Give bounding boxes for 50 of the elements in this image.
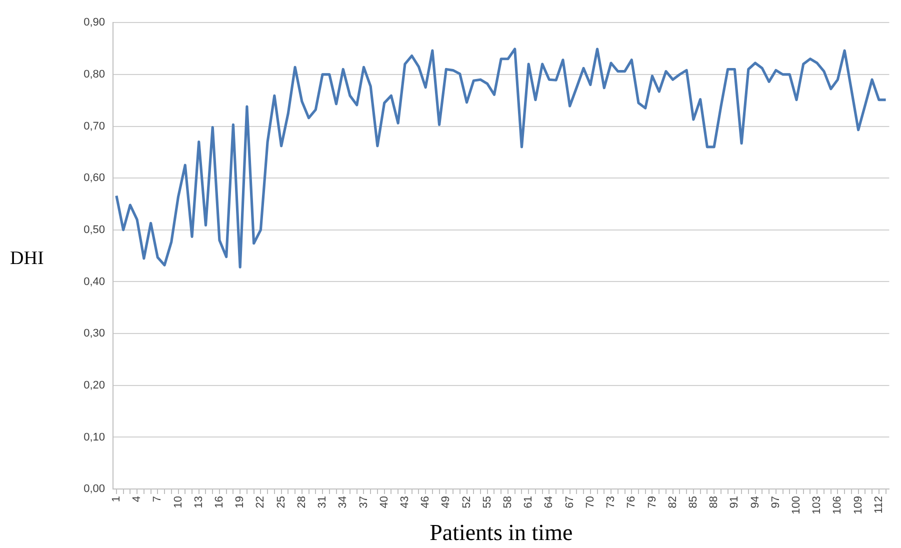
x-tick-label: 13 xyxy=(192,496,205,508)
x-tick-label: 109 xyxy=(852,496,864,514)
y-tick-label: 0,20 xyxy=(84,379,105,392)
x-tick-label: 94 xyxy=(749,496,762,508)
x-tick-label: 1 xyxy=(110,496,122,502)
x-tick-label: 103 xyxy=(811,496,824,514)
y-tick-label: 0,90 xyxy=(84,16,105,29)
x-tick-label: 34 xyxy=(337,496,350,508)
x-tick-label: 40 xyxy=(378,496,390,508)
x-tick-label: 49 xyxy=(440,496,452,508)
x-tick-label: 58 xyxy=(502,496,514,508)
x-tick-label: 64 xyxy=(543,496,556,508)
y-tick-label: 0,10 xyxy=(84,431,105,444)
x-tick-label: 79 xyxy=(646,496,658,508)
x-tick-label: 52 xyxy=(460,496,473,508)
x-tick-label: 67 xyxy=(564,496,576,508)
x-axis-title: Patients in time xyxy=(430,520,573,546)
x-tick-label: 16 xyxy=(214,496,226,508)
y-tick-label: 0,40 xyxy=(84,276,105,288)
x-tick-label: 112 xyxy=(872,496,885,514)
x-tick-label: 7 xyxy=(152,496,164,502)
y-tick-label: 0,50 xyxy=(84,224,105,236)
x-tick-label: 76 xyxy=(626,496,638,508)
x-tick-label: 70 xyxy=(584,496,596,508)
x-tick-label: 10 xyxy=(172,496,184,508)
x-tick-label: 31 xyxy=(316,496,329,508)
x-tick-label: 46 xyxy=(420,496,432,508)
x-tick-label: 25 xyxy=(275,496,288,508)
y-tick-label: 0,80 xyxy=(84,68,105,80)
x-tick-label: 91 xyxy=(728,496,741,508)
x-tick-label: 22 xyxy=(254,496,267,508)
y-tick-label: 0,70 xyxy=(84,120,105,132)
x-tick-label: 43 xyxy=(398,496,411,508)
x-tick-label: 37 xyxy=(358,496,370,508)
x-tick-label: 73 xyxy=(605,496,618,508)
y-tick-label: 0,00 xyxy=(84,483,105,496)
x-tick-label: 61 xyxy=(522,496,535,508)
y-tick-label: 0,30 xyxy=(84,328,105,340)
x-tick-label: 106 xyxy=(832,496,844,514)
x-tick-label: 4 xyxy=(131,496,144,502)
x-tick-label: 82 xyxy=(666,496,679,508)
x-tick-label: 85 xyxy=(687,496,700,508)
y-axis-title: DHI xyxy=(10,248,44,270)
x-tick-label: 88 xyxy=(708,496,720,508)
x-tick-label: 55 xyxy=(481,496,494,508)
y-tick-label: 0,60 xyxy=(84,172,105,184)
x-tick-label: 97 xyxy=(770,496,782,508)
x-tick-label: 19 xyxy=(234,496,246,508)
x-tick-label: 28 xyxy=(296,496,308,508)
x-tick-label: 100 xyxy=(790,496,803,514)
